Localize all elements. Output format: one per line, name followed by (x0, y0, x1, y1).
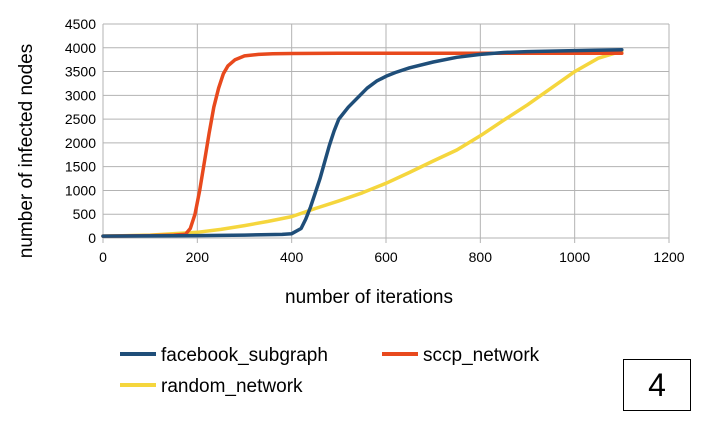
y-tick-label: 4500 (65, 16, 96, 32)
series-lines (101, 47, 624, 238)
series-line-sccp-network (101, 51, 624, 238)
grid-lines (102, 23, 670, 243)
y-axis-title: number of infected nodes (16, 44, 37, 258)
x-tick-label: 400 (280, 249, 304, 265)
legend-label: sccp_network (423, 345, 540, 366)
x-tick-label: 1200 (653, 249, 684, 265)
y-tick-label: 3500 (65, 64, 96, 80)
y-tick-label: 0 (88, 230, 96, 246)
legend-label: random_network (161, 376, 303, 397)
x-tick-label: 800 (469, 249, 493, 265)
y-tick-label: 2000 (65, 135, 96, 151)
y-tick-label: 1500 (65, 159, 96, 175)
x-tick-label: 200 (186, 249, 210, 265)
legend-label: facebook_subgraph (161, 345, 328, 366)
series-line-random-network (101, 49, 624, 238)
y-axis-ticks: 0 500 1000 1500 2000 2500 3000 3500 4000 4500 (65, 16, 96, 246)
x-tick-label: 0 (99, 249, 107, 265)
y-tick-label: 500 (73, 206, 97, 222)
x-axis-ticks: 0 200 400 600 800 1000 1200 (99, 249, 685, 265)
legend: facebook_subgraph sccp_network random_netw… (120, 345, 540, 397)
y-tick-label: 4000 (65, 40, 96, 56)
figure-number-badge: 4 (623, 359, 691, 411)
series-line-facebook-subgraph (101, 47, 624, 238)
x-tick-label: 600 (374, 249, 398, 265)
y-tick-label: 3000 (65, 87, 96, 103)
y-tick-label: 2500 (65, 111, 96, 127)
x-tick-label: 1000 (559, 249, 590, 265)
y-tick-label: 1000 (65, 182, 96, 198)
x-axis-title: number of iterations (285, 287, 453, 308)
